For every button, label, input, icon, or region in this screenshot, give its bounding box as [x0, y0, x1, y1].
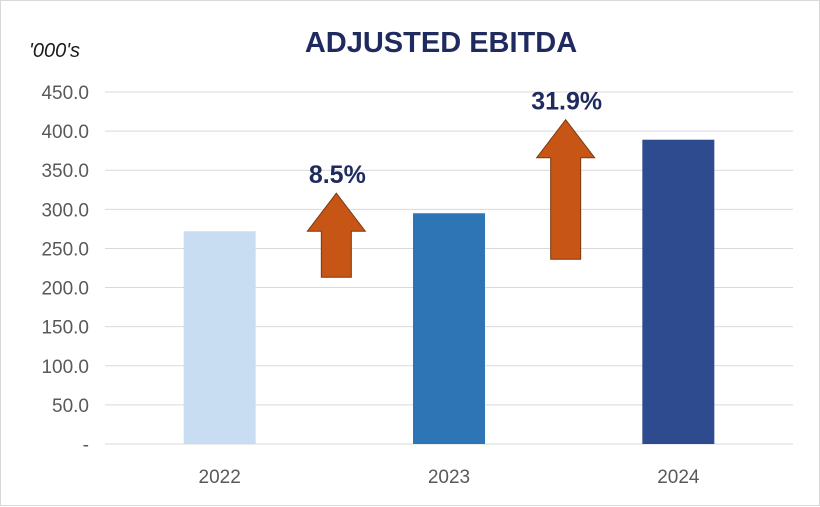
y-tick-label: 350.0: [41, 161, 89, 182]
growth-label: 8.5%: [309, 161, 366, 189]
y-tick-label: 50.0: [52, 396, 89, 417]
x-tick-label: 2024: [657, 467, 700, 488]
y-tick-label: 150.0: [41, 318, 89, 339]
y-axis-ticks: - 50.0 100.0 150.0 200.0 250.0 300.0 350.0 400.0…: [41, 83, 89, 456]
bar-2024: [642, 140, 714, 444]
y-tick-label: 100.0: [41, 357, 89, 378]
x-axis-ticks: 2022 2023 2024: [199, 467, 700, 488]
y-tick-label: -: [83, 435, 89, 456]
growth-label: 31.9%: [531, 88, 602, 116]
growth-arrow-icon: [307, 193, 365, 277]
x-tick-label: 2023: [428, 467, 470, 488]
chart-title: ADJUSTED EBITDA: [305, 27, 577, 59]
bar-2022: [184, 231, 256, 444]
unit-label: '000's: [29, 40, 80, 62]
y-tick-label: 450.0: [41, 83, 89, 104]
y-tick-label: 200.0: [41, 279, 89, 300]
y-tick-label: 250.0: [41, 239, 89, 260]
y-tick-label: 300.0: [41, 200, 89, 221]
y-tick-label: 400.0: [41, 122, 89, 143]
chart-svg: '000's ADJUSTED EBITDA - 50.0 100.0 150.0 20…: [1, 1, 820, 507]
chart-frame: '000's ADJUSTED EBITDA - 50.0 100.0 150.0 20…: [0, 0, 820, 506]
bars: [184, 140, 715, 444]
growth-arrow-icon: [537, 120, 595, 260]
x-tick-label: 2022: [199, 467, 241, 488]
bar-2023: [413, 213, 485, 444]
